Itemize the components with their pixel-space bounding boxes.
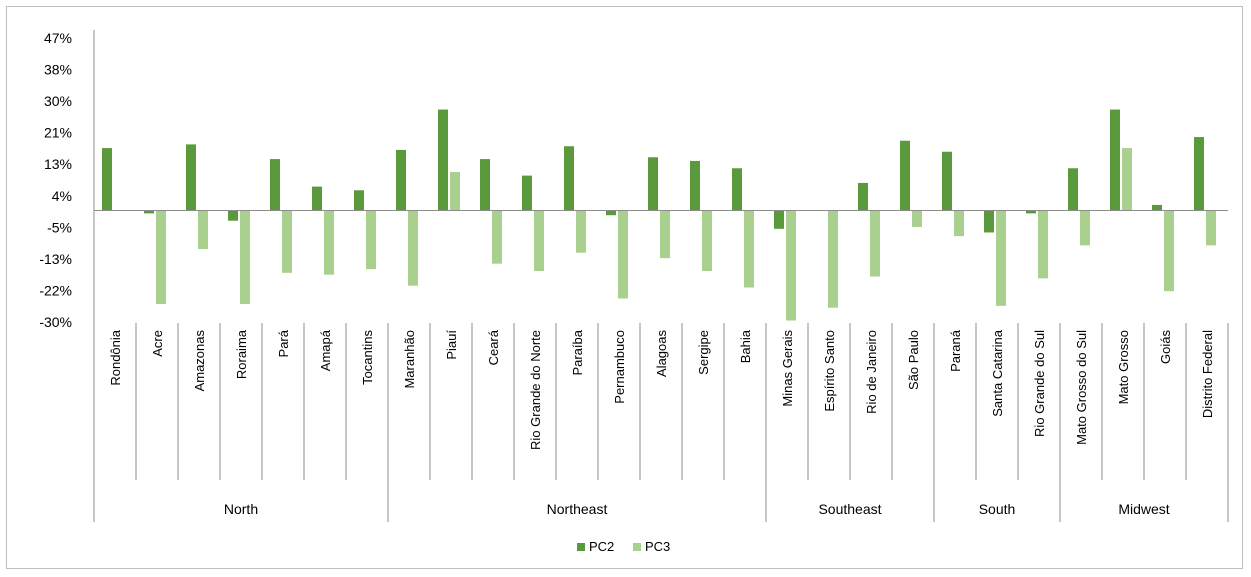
bar-pc3 <box>366 210 376 270</box>
category-label: Alagoas <box>654 330 669 377</box>
group-label: Southeast <box>818 501 881 517</box>
category-label: Rondônia <box>108 329 123 385</box>
bar-pc2 <box>228 210 238 221</box>
bar-pc2 <box>984 210 994 233</box>
category-label: Ceará <box>486 329 501 365</box>
group-label: Midwest <box>1118 501 1169 517</box>
bar-pc2 <box>900 140 910 211</box>
category-label: Roraima <box>234 329 249 379</box>
legend-label-pc3: PC3 <box>645 539 670 554</box>
bar-pc2 <box>1110 109 1120 211</box>
bar-pc3 <box>324 210 334 275</box>
bar-pc2 <box>1068 168 1078 211</box>
category-label: Espírito Santo <box>822 330 837 412</box>
bar-pc3 <box>912 210 922 227</box>
y-tick-label: -5% <box>47 219 72 235</box>
category-label: Rio de Janeiro <box>864 330 879 414</box>
bar-pc3 <box>450 171 460 211</box>
group-label: Northeast <box>547 501 608 517</box>
y-tick-label: 13% <box>44 156 72 172</box>
bar-pc3 <box>1038 210 1048 279</box>
category-label: Paraná <box>948 329 963 372</box>
bar-pc3 <box>744 210 754 288</box>
bar-pc2 <box>606 210 616 216</box>
bar-pc3 <box>576 210 586 253</box>
category-label: Santa Catarina <box>990 329 1005 416</box>
bar-pc2 <box>270 159 280 211</box>
bar-pc3 <box>870 210 880 277</box>
bar-pc3 <box>408 210 418 286</box>
bar-pc3 <box>240 210 250 305</box>
bar-pc3 <box>996 210 1006 306</box>
category-label: Rio Grande do Norte <box>528 330 543 450</box>
bar-pc2 <box>732 168 742 211</box>
bar-pc2 <box>186 144 196 211</box>
bar-pc2 <box>942 151 952 211</box>
bar-pc2 <box>774 210 784 229</box>
bar-pc3 <box>1164 210 1174 292</box>
bar-pc3 <box>492 210 502 264</box>
legend-swatch-pc3 <box>633 543 641 551</box>
y-tick-label: 38% <box>44 62 72 78</box>
bar-pc3 <box>618 210 628 299</box>
bar-pc3 <box>534 210 544 271</box>
category-label: Distrito Federal <box>1200 330 1215 418</box>
category-label: Pará <box>276 329 291 357</box>
legend-label-pc2: PC2 <box>589 539 614 554</box>
category-label: Minas Gerais <box>780 330 795 407</box>
bar-pc2 <box>1152 204 1162 211</box>
y-tick-label: -13% <box>39 251 72 267</box>
bar-pc3 <box>198 210 208 249</box>
bar-pc2 <box>1026 210 1036 214</box>
category-label: Amapá <box>318 329 333 371</box>
category-label: Rio Grande do Sul <box>1032 330 1047 437</box>
y-tick-label: 4% <box>52 188 72 204</box>
legend-swatch-pc2 <box>577 543 585 551</box>
y-tick-label: 30% <box>44 93 72 109</box>
category-label: Pernambuco <box>612 330 627 404</box>
bar-pc2 <box>102 148 112 211</box>
category-label: Paraíba <box>570 329 585 375</box>
bar-pc3 <box>828 210 838 308</box>
bar-pc2 <box>480 159 490 211</box>
bar-pc2 <box>396 149 406 211</box>
bar-pc3 <box>702 210 712 271</box>
bar-pc3 <box>954 210 964 237</box>
y-tick-label: 21% <box>44 125 72 141</box>
bar-pc3 <box>282 210 292 273</box>
bar-pc3 <box>156 210 166 305</box>
category-label: Acre <box>150 330 165 357</box>
category-label: São Paulo <box>906 330 921 390</box>
bar-pc2 <box>1194 137 1204 211</box>
bar-pc2 <box>690 160 700 211</box>
bar-pc3 <box>1122 148 1132 211</box>
group-label: North <box>224 501 258 517</box>
bar-pc2 <box>144 210 154 214</box>
bar-pc3 <box>1080 210 1090 246</box>
category-label: Amazonas <box>192 330 207 392</box>
bar-pc2 <box>438 109 448 211</box>
bar-pc2 <box>522 175 532 211</box>
y-tick-label: 47% <box>44 30 72 46</box>
bar-pc2 <box>648 157 658 211</box>
y-tick-label: -30% <box>39 314 72 330</box>
category-label: Mato Grosso <box>1116 330 1131 404</box>
bar-pc2 <box>858 182 868 211</box>
bar-pc2 <box>312 186 322 211</box>
category-label: Goiás <box>1158 330 1173 364</box>
category-label: Sergipe <box>696 330 711 375</box>
group-label: South <box>979 501 1016 517</box>
y-tick-label: -22% <box>39 282 72 298</box>
category-label: Bahia <box>738 329 753 363</box>
category-label: Piauí <box>444 330 459 360</box>
bar-pc3 <box>660 210 670 259</box>
category-label: Tocantins <box>360 330 375 385</box>
bar-pc2 <box>564 146 574 211</box>
category-label: Mato Grosso do Sul <box>1074 330 1089 445</box>
bar-pc3 <box>1206 210 1216 246</box>
bar-pc2 <box>354 190 364 211</box>
category-label: Maranhão <box>402 330 417 389</box>
bar-pc3 <box>786 210 796 321</box>
